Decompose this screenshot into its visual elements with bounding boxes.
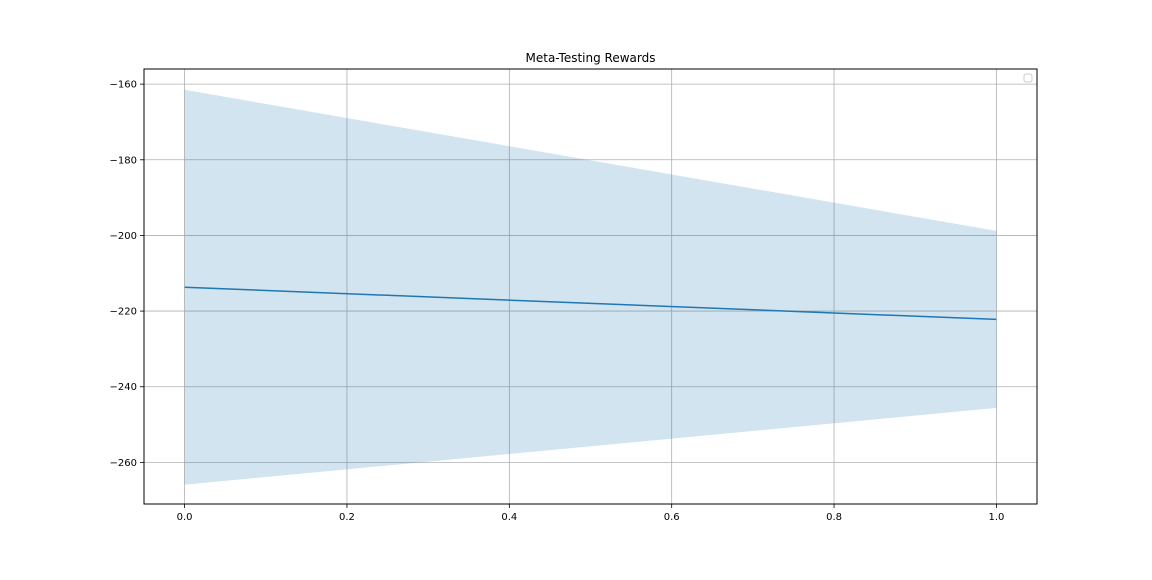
legend-box bbox=[1024, 74, 1032, 82]
x-tick-label: 0.6 bbox=[664, 512, 680, 523]
x-tick-label: 0.0 bbox=[177, 512, 193, 523]
y-tick-label: −240 bbox=[110, 382, 137, 393]
chart-title: Meta-Testing Rewards bbox=[526, 51, 656, 65]
x-tick-label: 0.4 bbox=[501, 512, 517, 523]
x-tick-label: 0.8 bbox=[826, 512, 842, 523]
y-tick-label: −200 bbox=[110, 231, 137, 242]
x-tick-label: 0.2 bbox=[339, 512, 355, 523]
x-tick-label: 1.0 bbox=[988, 512, 1004, 523]
y-tick-label: −260 bbox=[110, 458, 137, 469]
y-tick-label: −160 bbox=[110, 80, 137, 91]
y-tick-label: −180 bbox=[110, 155, 137, 166]
y-tick-label: −220 bbox=[110, 307, 137, 318]
